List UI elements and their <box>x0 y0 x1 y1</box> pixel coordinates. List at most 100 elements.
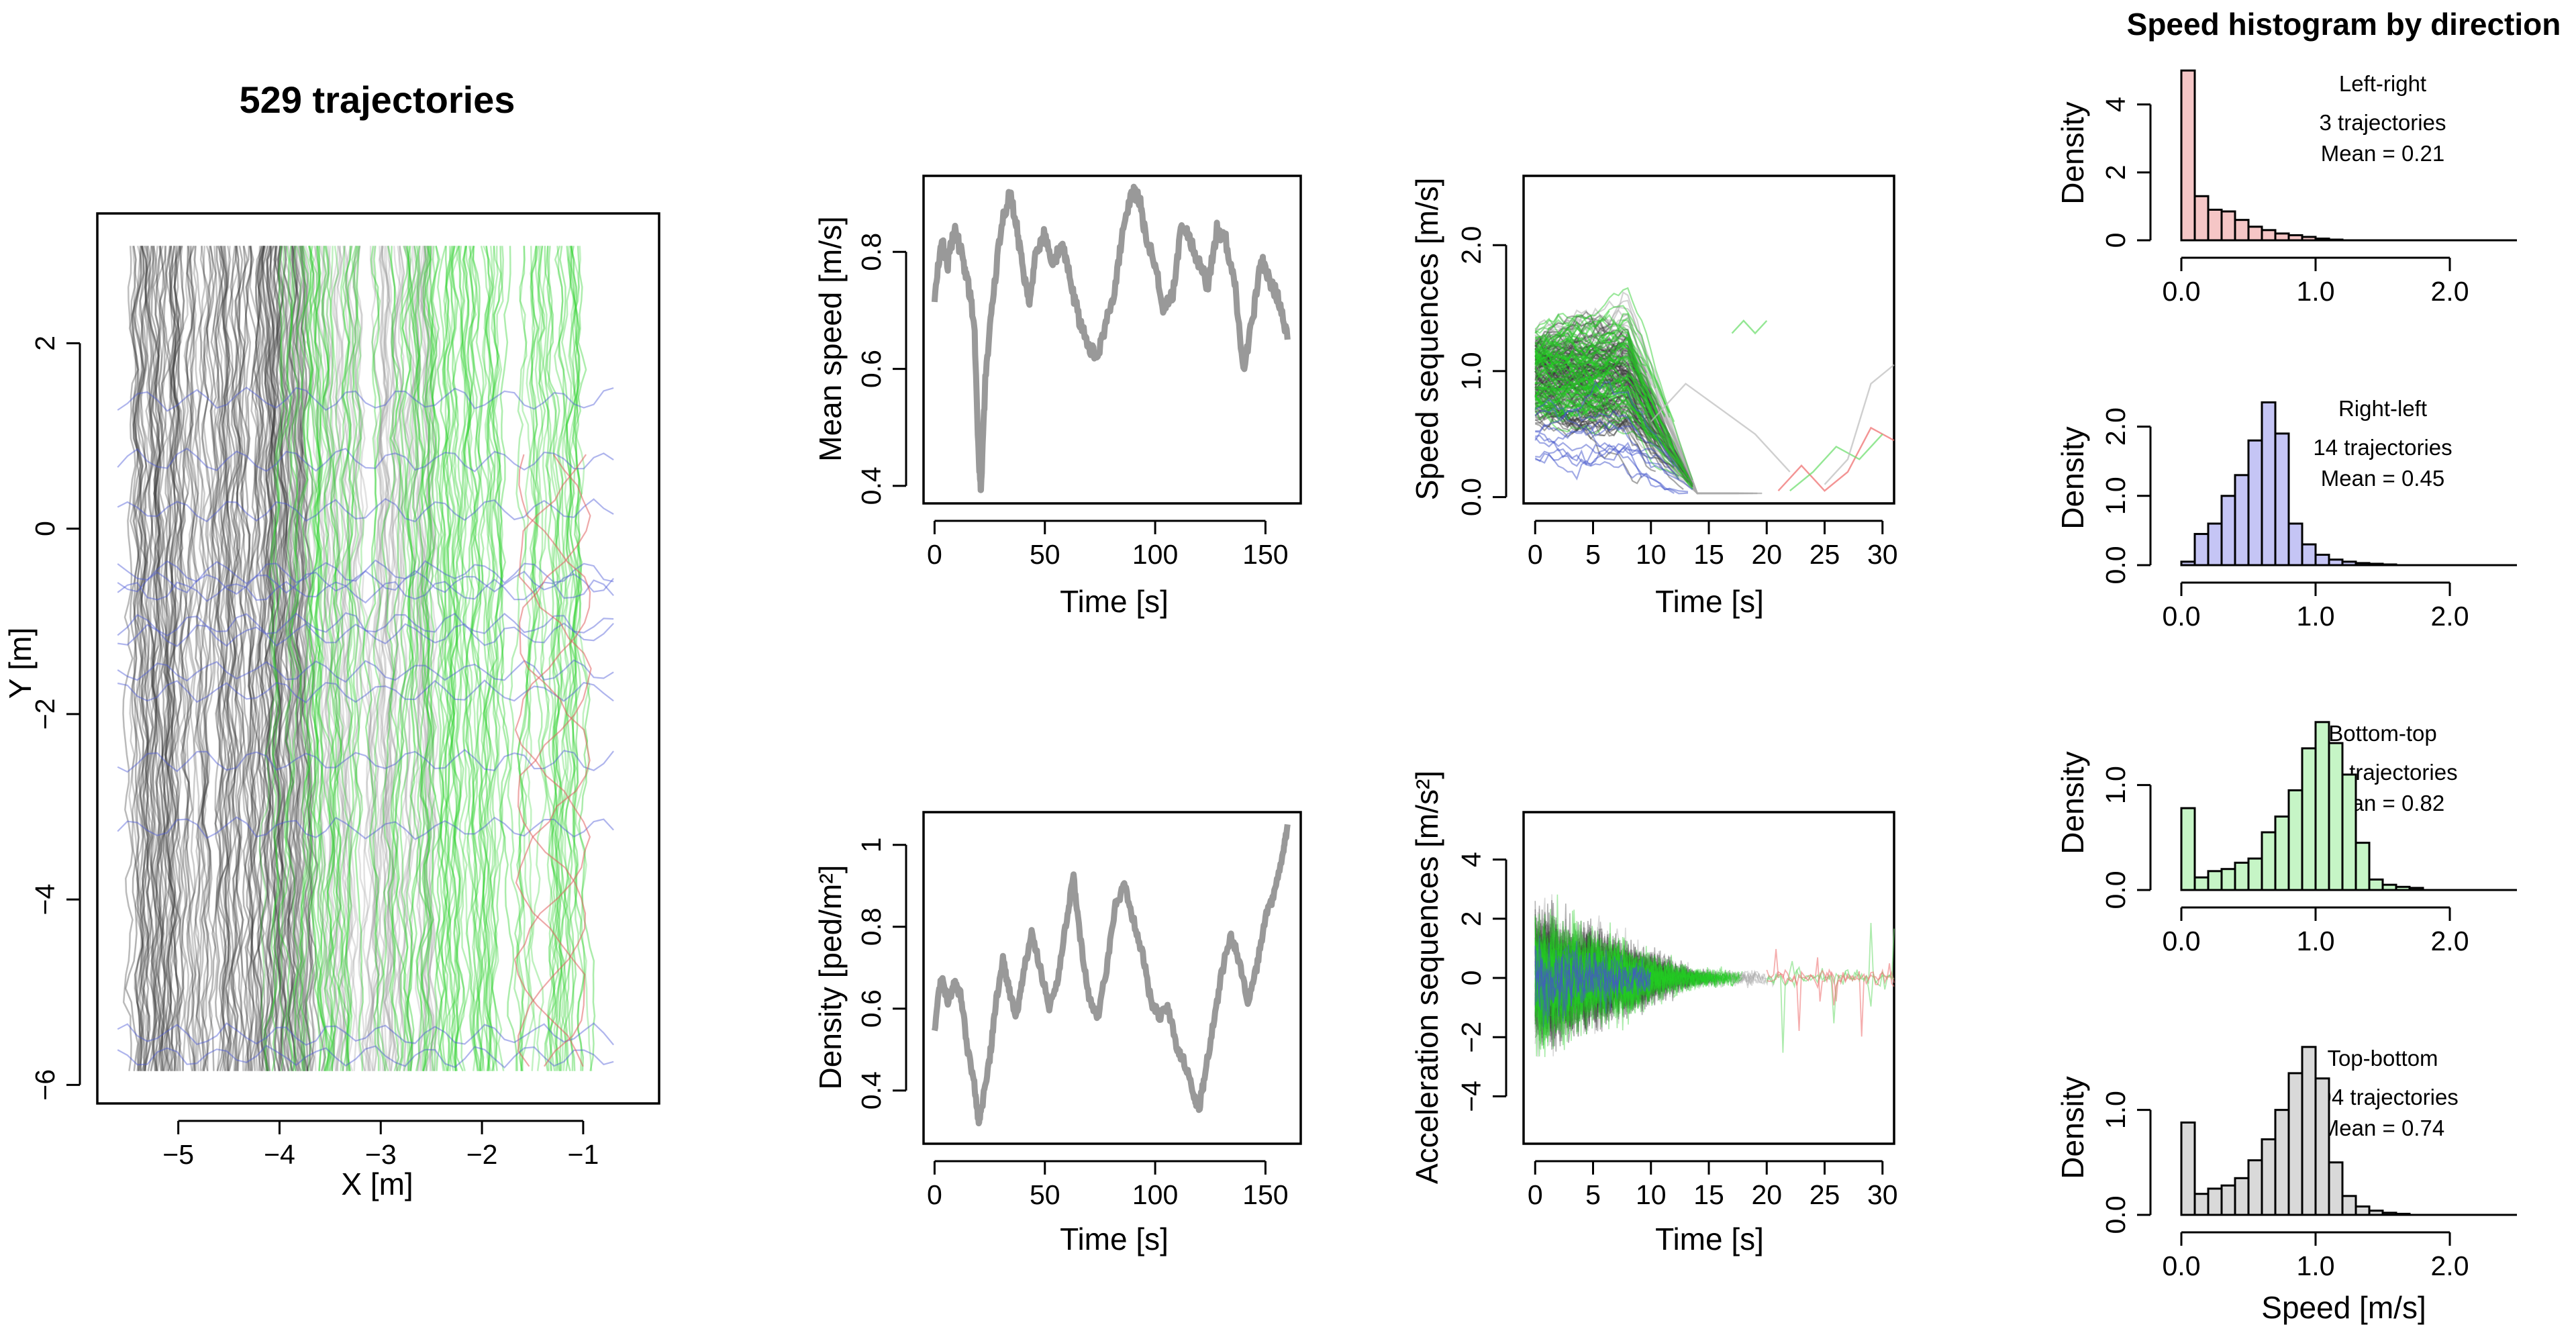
trajectory-top-bottom <box>208 246 228 1071</box>
trajectory-top-bottom <box>134 246 159 1071</box>
trajectory-top-bottom <box>191 246 209 1072</box>
trajectory-top-bottom <box>388 246 402 1071</box>
acceleration-sequence-bottom-top <box>1534 920 1743 1038</box>
acceleration-sequence-bottom-top <box>1534 916 1644 1025</box>
trajectory-bottom-top <box>546 246 563 1071</box>
speed-sequence-bottom-top <box>1534 357 1675 451</box>
acceleration-sequence-bottom-top <box>1534 915 1720 1020</box>
speed-sequence-bottom-top <box>1534 317 1628 367</box>
y-tick-label: 2.0 <box>1456 226 1487 264</box>
trajectory-bottom-top <box>426 245 455 1071</box>
y-tick-label: 0.4 <box>856 1071 887 1109</box>
acceleration-sequence-bottom-top <box>1534 933 1634 1044</box>
trajectory-top-bottom <box>268 246 287 1071</box>
trajectory-top-bottom <box>314 246 331 1071</box>
acceleration-sequence-top-bottom <box>1534 924 1671 1016</box>
trajectory-top-bottom <box>343 245 363 1072</box>
trajectory-top-bottom <box>384 246 401 1071</box>
y-tick-label: 2.0 <box>2100 407 2131 446</box>
trajectory-top-bottom <box>297 246 318 1071</box>
speed-sequence-bottom-top <box>1534 382 1693 488</box>
acceleration-sequence-right-left <box>1534 950 1651 1016</box>
trajectory-top-bottom <box>185 246 208 1071</box>
trajectory-left-right <box>515 454 591 1067</box>
trajectory-bottom-top <box>553 246 579 1071</box>
trajectory-top-bottom <box>336 246 352 1071</box>
speed-sequence-top-bottom <box>1534 331 1624 358</box>
speed-sequence-top-bottom <box>1534 342 1702 495</box>
x-tick-label: 5 <box>1585 539 1601 570</box>
speed-sequence-top-bottom <box>1534 384 1642 437</box>
speed-sequence-top-bottom <box>1534 342 1671 436</box>
trajectory-bottom-top <box>430 246 453 1071</box>
histogram-bar <box>2314 237 2330 242</box>
histogram-bar <box>2314 554 2330 566</box>
trajectory-right-left <box>117 497 614 523</box>
trajectory-top-bottom <box>400 246 418 1071</box>
trajectory-top-bottom <box>132 245 153 1071</box>
trajectory-top-bottom <box>164 246 181 1071</box>
trajectory-top-bottom <box>144 246 161 1071</box>
trajectory-top-bottom <box>302 246 321 1071</box>
acceleration-sequence-top-bottom <box>1534 913 1632 1050</box>
trajectory-bottom-top <box>429 246 445 1071</box>
speed-sequences-ylabel: Speed sequences [m/s] <box>1409 178 1444 501</box>
speed-sequence-bottom-top <box>1534 319 1671 413</box>
trajectory-bottom-top <box>371 246 389 1072</box>
trajectory-bottom-top <box>478 246 495 1071</box>
trajectory-top-bottom <box>179 245 197 1071</box>
histogram-bar <box>2180 560 2196 566</box>
speed-sequence-bottom-top <box>1534 310 1610 360</box>
acceleration-sequence-top-bottom <box>1534 931 1664 1042</box>
acceleration-sequence-top-bottom <box>1534 920 1675 1028</box>
acceleration-sequence-top-bottom <box>1534 933 1682 1035</box>
trajectory-left-right <box>513 454 591 1067</box>
histogram-bar <box>2207 870 2223 891</box>
speed-sequence-bottom-top <box>1534 366 1661 440</box>
x-tick-label: 2.0 <box>2431 926 2469 956</box>
acceleration-ylabel: Acceleration sequences [m/s²] <box>1409 771 1444 1184</box>
trajectory-bottom-top <box>558 245 581 1071</box>
trajectory-bottom-top <box>470 246 490 1071</box>
trajectory-bottom-top <box>436 245 456 1071</box>
trajectory-top-bottom <box>148 246 174 1072</box>
acceleration-sequence-top-bottom <box>1534 927 1707 1036</box>
density-xlabel: Time [s] <box>1060 1222 1169 1256</box>
histogram-bar <box>2193 876 2210 891</box>
acceleration-sequence-bottom-top <box>1534 914 1660 1050</box>
trajectory-bottom-top <box>485 246 518 1071</box>
trajectory-top-bottom <box>173 246 196 1071</box>
trajectory-top-bottom <box>371 246 392 1071</box>
acceleration-sequence-bottom-top <box>1534 923 1728 1034</box>
trajectory-top-bottom <box>236 246 254 1071</box>
histogram-bar <box>2274 816 2290 891</box>
trajectory-bottom-top <box>258 246 285 1071</box>
speed-sequence-top-bottom <box>1535 377 1629 413</box>
y-tick-label: 1.0 <box>1456 352 1487 390</box>
acceleration-sequence-top-bottom <box>1534 922 1658 1025</box>
speed-sequence-top-bottom <box>1534 348 1671 456</box>
acceleration-sequence-top-bottom <box>1534 934 1765 1023</box>
acceleration-sequence-top-bottom <box>1534 924 1696 1036</box>
trajectory-bottom-top <box>264 246 288 1071</box>
histogram-bar <box>2180 69 2196 242</box>
x-tick-label: 100 <box>1132 1179 1178 1210</box>
histogram-bar <box>2395 1212 2411 1216</box>
trajectory-top-bottom <box>258 246 291 1071</box>
acceleration-sequence-bottom-top <box>1534 909 1711 1030</box>
trajectory-top-bottom <box>413 246 436 1072</box>
trajectory-bottom-top <box>303 246 323 1071</box>
histogram-bar <box>2381 1212 2397 1216</box>
trajectory-top-bottom <box>166 245 183 1071</box>
trajectory-bottom-top <box>339 246 356 1071</box>
acceleration-sequence-bottom-top <box>1534 937 1693 1042</box>
histogram-bar <box>2274 1109 2290 1216</box>
histogram-direction-label: Right-left <box>2338 396 2427 421</box>
acceleration-sequence-top-bottom <box>1534 903 1704 1052</box>
trajectory-top-bottom <box>248 246 262 1071</box>
histogram-bar <box>2261 1138 2277 1216</box>
acceleration-sequence-top-bottom <box>1534 936 1697 1037</box>
speed-sequence-bottom-top <box>1534 371 1638 395</box>
trajectory-bottom-top <box>458 246 473 1072</box>
